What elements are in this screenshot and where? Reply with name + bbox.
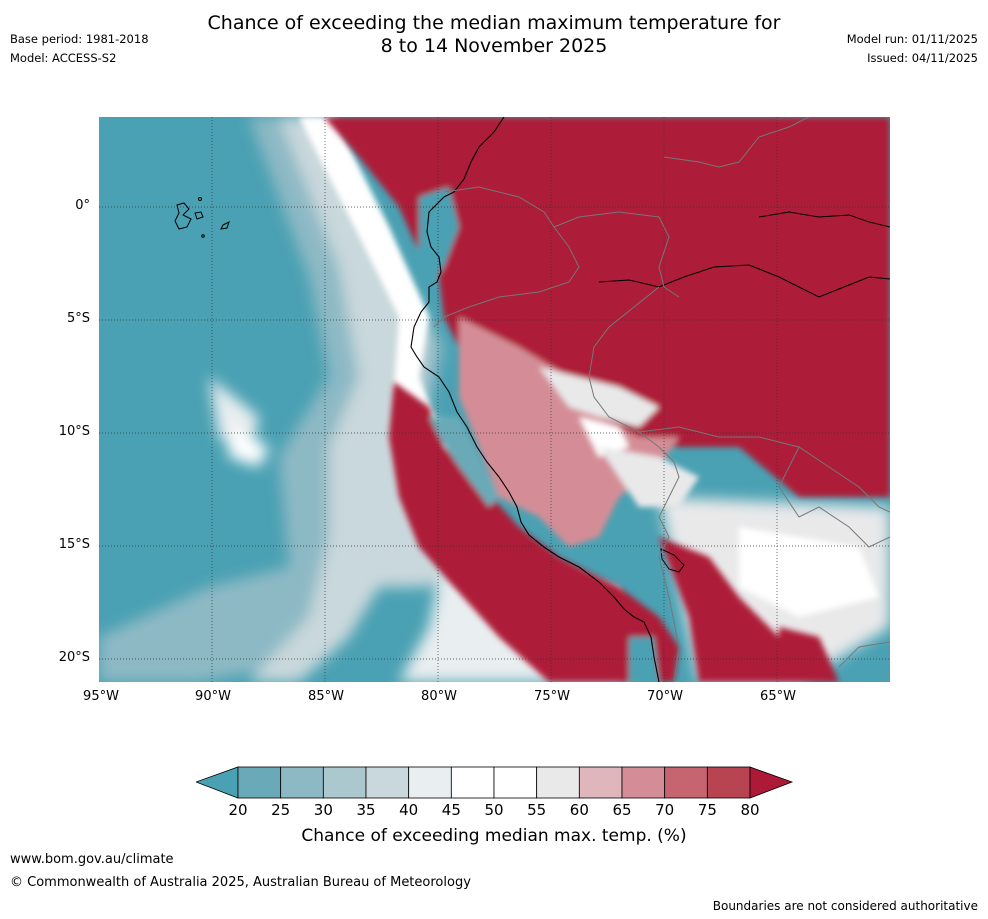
colorbar-segment [664, 766, 708, 799]
colorbar-tick-label: 30 [313, 801, 333, 819]
amazon-river [598, 264, 890, 298]
colorbar-upper-arrow [749, 766, 794, 799]
colorbar-tick-label: 70 [655, 801, 675, 819]
colorbar-tick-label: 40 [399, 801, 419, 819]
high-chance-regions [324, 117, 890, 682]
colorbar-tick-label: 60 [569, 801, 589, 819]
colorbar-segments [237, 766, 751, 799]
lat-label-15s: 15°S [58, 537, 90, 552]
colorbar-segment [578, 766, 623, 799]
colorbar-tick-label: 65 [612, 801, 632, 819]
colorbar-lower-arrow [196, 766, 239, 799]
copyright-notice: © Commonwealth of Australia 2025, Austra… [10, 875, 471, 890]
colorbar-segment [322, 766, 367, 799]
lat-label-10s: 10°S [58, 424, 90, 439]
lon-label-95w: 95°W [83, 689, 119, 704]
colorbar-tick-label: 45 [441, 801, 461, 819]
title-line-1: Chance of exceeding the median maximum t… [207, 12, 781, 34]
graticule [99, 117, 890, 682]
colorbar-tick-label: 80 [740, 801, 760, 819]
lon-label-75w: 75°W [534, 689, 570, 704]
colorbar-segment [706, 766, 751, 799]
lake-titicaca [660, 548, 685, 573]
colorbar-tick-label: 50 [484, 801, 504, 819]
lon-label-65w: 65°W [760, 689, 796, 704]
colorbar-tick-label: 20 [228, 801, 248, 819]
lat-label-0: 0° [75, 198, 90, 213]
colorbar-tick-label: 75 [697, 801, 717, 819]
coastline [410, 117, 660, 682]
colorbar-segment [237, 766, 282, 799]
colorbar-tick-label: 25 [271, 801, 291, 819]
lat-label-20s: 20°S [58, 650, 90, 665]
colorbar-segment [621, 766, 666, 799]
lon-label-90w: 90°W [195, 689, 231, 704]
boundaries-disclaimer: Boundaries are not considered authoritat… [712, 899, 978, 913]
galapagos-islands [174, 197, 230, 238]
colorbar-segment [536, 766, 580, 799]
title-line-2: 8 to 14 November 2025 [380, 35, 608, 57]
colorbar-tick-label: 55 [527, 801, 547, 819]
issued-date: Issued: 04/11/2025 [867, 51, 978, 65]
colorbar-segment [280, 766, 324, 799]
website-url[interactable]: www.bom.gov.au/climate [10, 852, 174, 867]
model-run: Model run: 01/11/2025 [846, 32, 978, 46]
colorbar [196, 766, 794, 799]
rio-negro [758, 211, 890, 228]
colorbar-segment [408, 766, 452, 799]
lon-label-85w: 85°W [308, 689, 344, 704]
colorbar-segment [450, 766, 495, 799]
colorbar-label: Chance of exceeding median max. temp. (%… [301, 826, 687, 846]
model-name: Model: ACCESS-S2 [10, 51, 117, 65]
lon-label-70w: 70°W [647, 689, 683, 704]
base-period: Base period: 1981-2018 [10, 32, 149, 46]
colorbar-segment [493, 766, 538, 799]
country-borders [433, 117, 890, 682]
colorbar-tick-label: 35 [356, 801, 376, 819]
colorbar-segment [365, 766, 410, 799]
lat-label-5s: 5°S [66, 311, 90, 326]
lon-label-80w: 80°W [421, 689, 457, 704]
chart-title: Chance of exceeding the median maximum t… [0, 12, 988, 58]
forecast-map [99, 117, 890, 682]
